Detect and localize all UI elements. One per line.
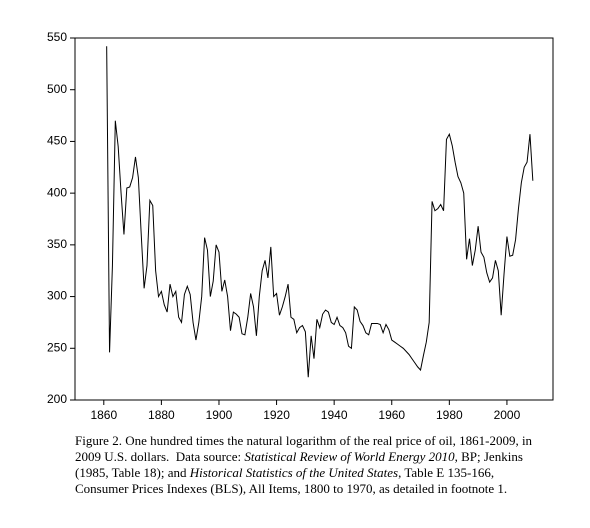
caption-line: Consumer Prices Indexes (BLS), All Items…: [75, 481, 575, 497]
caption-text: , BP; Jenkins: [454, 449, 523, 464]
chart: 200 250 300 350 400 450 500 550 1860 1880 1900 1920…: [47, 30, 554, 422]
y-tick-label: 450: [47, 134, 67, 148]
caption-text: Figure 2. One hundred times the natural …: [75, 433, 533, 448]
caption-text: 2009 U.S. dollars. Data source:: [75, 449, 245, 464]
y-tick-label: 350: [47, 237, 67, 251]
plot-frame: [74, 37, 554, 401]
y-tick-label: 400: [47, 185, 67, 199]
y-tick-label: 550: [47, 30, 67, 44]
price-line: [106, 46, 534, 378]
x-tick-label: 1920: [263, 408, 290, 422]
caption-text: Statistical Review of World Energy 2010: [244, 449, 455, 464]
y-tick-label: 200: [47, 392, 67, 406]
x-tick-label: 1900: [206, 408, 233, 422]
caption-text: (1985, Table 18); and: [75, 465, 190, 480]
caption-text: Consumer Prices Indexes (BLS), All Items…: [75, 481, 508, 496]
caption-text: Historical Statistics of the United Stat…: [189, 465, 399, 480]
caption-line: (1985, Table 18); and Historical Statist…: [75, 465, 575, 481]
y-tick-label: 500: [47, 82, 67, 96]
caption-line: Figure 2. One hundred times the natural …: [75, 433, 575, 449]
caption: Figure 2. One hundred times the natural …: [75, 433, 575, 497]
x-tick-label: 2000: [494, 408, 521, 422]
x-tick-label: 1960: [378, 408, 405, 422]
caption-text: , Table E 135-166,: [398, 465, 495, 480]
x-tick-label: 1940: [321, 408, 348, 422]
x-tick-label: 1980: [436, 408, 463, 422]
y-tick-label: 250: [47, 340, 67, 354]
x-tick-label: 1860: [90, 408, 117, 422]
y-tick-label: 300: [47, 289, 67, 303]
x-tick-label: 1880: [148, 408, 175, 422]
caption-line: 2009 U.S. dollars. Data source: Statisti…: [75, 449, 575, 465]
